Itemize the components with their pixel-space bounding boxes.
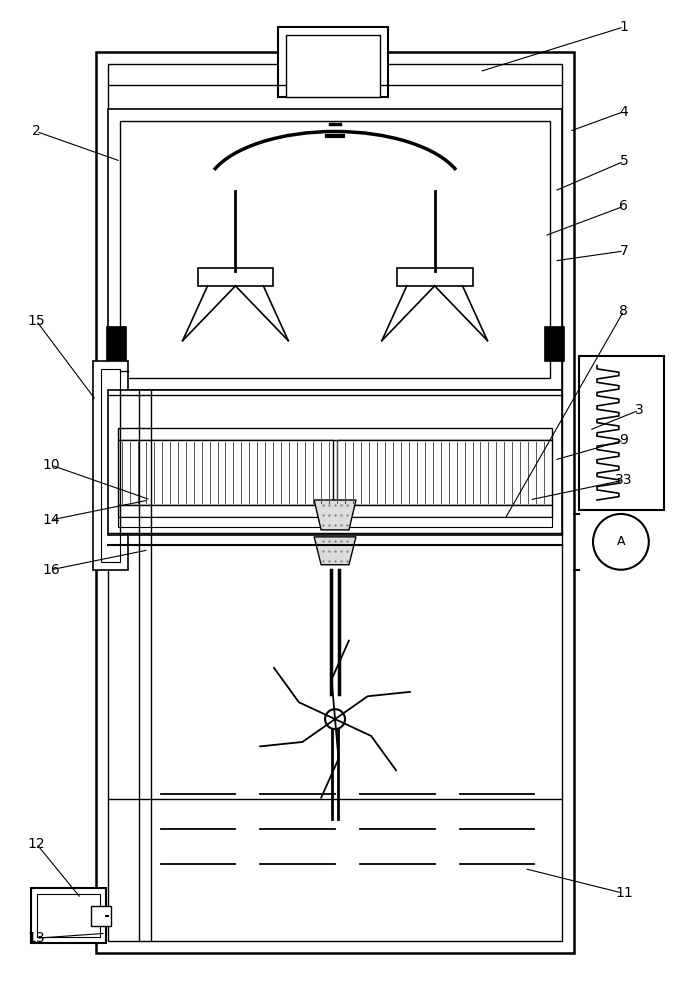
- Text: 33: 33: [615, 473, 633, 487]
- Text: 1: 1: [619, 20, 628, 34]
- Bar: [120, 121, 551, 378]
- Text: 5: 5: [619, 154, 628, 168]
- Bar: [91, 906, 111, 926]
- Text: 10: 10: [42, 458, 60, 472]
- Text: 15: 15: [27, 314, 45, 328]
- Bar: [108, 109, 562, 390]
- Bar: [118, 440, 333, 505]
- Text: 3: 3: [635, 403, 643, 417]
- Polygon shape: [314, 537, 356, 565]
- Bar: [118, 517, 552, 527]
- Bar: [579, 356, 664, 510]
- Text: 12: 12: [27, 837, 45, 851]
- Circle shape: [593, 514, 649, 570]
- Bar: [397, 268, 473, 286]
- Bar: [337, 440, 552, 505]
- Text: A: A: [617, 535, 625, 548]
- Bar: [286, 35, 380, 97]
- Text: 4: 4: [619, 105, 628, 119]
- Polygon shape: [314, 500, 356, 530]
- Text: 6: 6: [619, 199, 628, 213]
- Text: 8: 8: [619, 304, 628, 318]
- Bar: [93, 361, 128, 570]
- Bar: [31, 888, 106, 943]
- Circle shape: [325, 709, 345, 729]
- Text: 16: 16: [42, 563, 60, 577]
- Bar: [38, 894, 100, 937]
- Bar: [106, 326, 126, 361]
- Text: 14: 14: [42, 513, 60, 527]
- Bar: [118, 505, 552, 517]
- Bar: [101, 369, 120, 562]
- Bar: [108, 390, 562, 535]
- Bar: [544, 326, 564, 361]
- Bar: [198, 268, 274, 286]
- Text: 11: 11: [615, 886, 633, 900]
- Bar: [278, 27, 388, 97]
- Text: 2: 2: [32, 124, 40, 138]
- Text: 9: 9: [619, 433, 628, 447]
- Bar: [108, 64, 562, 941]
- Text: 13: 13: [27, 931, 45, 945]
- Bar: [118, 428, 552, 440]
- Bar: [96, 52, 574, 953]
- Text: 7: 7: [619, 244, 628, 258]
